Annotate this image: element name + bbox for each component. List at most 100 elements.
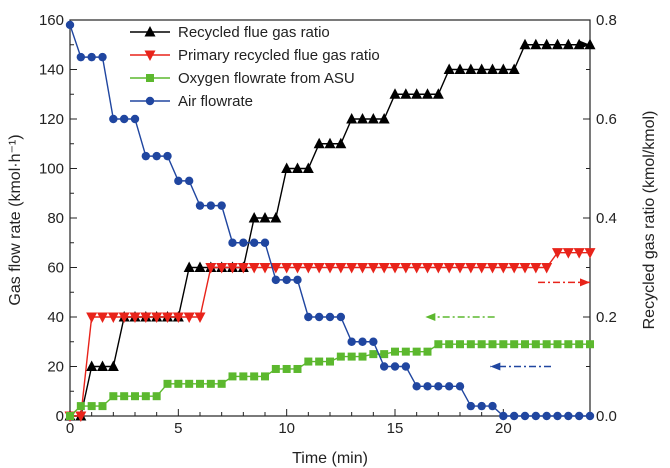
data-point bbox=[304, 357, 313, 366]
data-point bbox=[542, 411, 551, 421]
data-point bbox=[292, 162, 303, 173]
data-point bbox=[379, 362, 389, 371]
data-point bbox=[76, 52, 86, 62]
data-point bbox=[228, 372, 237, 381]
annotation-arrows bbox=[425, 40, 590, 371]
data-point bbox=[358, 337, 367, 346]
data-point bbox=[541, 263, 553, 274]
arrow-head bbox=[580, 40, 590, 49]
data-point bbox=[562, 248, 574, 259]
data-point bbox=[454, 263, 466, 274]
y-left-tick-label: 80 bbox=[47, 210, 64, 227]
data-point bbox=[411, 88, 423, 99]
data-point bbox=[400, 263, 412, 274]
data-point bbox=[564, 340, 573, 349]
data-point bbox=[174, 176, 183, 186]
data-point bbox=[205, 263, 217, 274]
data-point bbox=[542, 340, 551, 349]
data-point bbox=[324, 263, 336, 274]
data-point bbox=[401, 362, 411, 371]
data-point bbox=[119, 114, 129, 124]
data-point bbox=[183, 261, 195, 272]
data-point bbox=[194, 261, 206, 272]
data-point bbox=[282, 364, 291, 373]
data-point bbox=[357, 263, 368, 274]
data-point bbox=[488, 401, 497, 411]
data-point bbox=[281, 162, 293, 173]
data-point bbox=[97, 360, 108, 371]
data-point bbox=[510, 340, 519, 349]
y-right-tick-label: 0.0 bbox=[596, 408, 617, 425]
data-point bbox=[217, 379, 226, 388]
data-point bbox=[412, 347, 421, 356]
data-point bbox=[497, 263, 509, 274]
data-point bbox=[239, 238, 248, 247]
data-point bbox=[75, 411, 87, 422]
data-point bbox=[185, 379, 194, 388]
data-point bbox=[564, 411, 573, 421]
data-point bbox=[456, 340, 464, 349]
data-point bbox=[499, 340, 508, 349]
series-line bbox=[69, 343, 590, 417]
data-point bbox=[358, 352, 367, 361]
annotation-arrow bbox=[538, 278, 590, 287]
data-point bbox=[163, 379, 172, 388]
data-point bbox=[443, 63, 455, 74]
data-point bbox=[423, 382, 432, 391]
data-point bbox=[250, 372, 259, 381]
data-point bbox=[521, 340, 529, 349]
data-point bbox=[455, 382, 465, 391]
y-right-axis-title: Recycled gas ratio (kmol/kmol) bbox=[641, 111, 658, 330]
data-point bbox=[194, 312, 206, 323]
legend-entry: Oxygen flowrate from ASU bbox=[130, 70, 355, 87]
data-point bbox=[141, 151, 151, 161]
data-point bbox=[271, 275, 281, 285]
data-point bbox=[477, 340, 486, 349]
x-tick-label: 10 bbox=[278, 420, 295, 437]
data-point bbox=[519, 38, 531, 50]
data-point bbox=[336, 352, 345, 361]
data-point bbox=[162, 312, 173, 323]
data-point bbox=[434, 340, 443, 349]
arrow-head bbox=[425, 313, 436, 321]
data-point bbox=[259, 212, 271, 223]
data-point bbox=[293, 275, 302, 285]
data-point bbox=[378, 113, 390, 124]
data-point bbox=[508, 263, 520, 274]
data-point bbox=[432, 88, 444, 99]
data-point bbox=[573, 248, 585, 259]
data-point bbox=[476, 63, 488, 74]
data-point bbox=[302, 162, 314, 173]
data-point bbox=[336, 312, 346, 322]
data-point bbox=[445, 340, 454, 349]
data-point bbox=[183, 312, 195, 323]
data-point bbox=[184, 176, 194, 186]
y-left-tick-label: 160 bbox=[39, 12, 64, 29]
data-point bbox=[519, 263, 531, 274]
series-primary-recycled-flue-gas-ratio bbox=[64, 248, 596, 422]
arrow-head bbox=[580, 278, 590, 287]
data-point bbox=[497, 63, 509, 74]
data-point bbox=[87, 52, 96, 62]
data-point bbox=[206, 379, 215, 388]
data-point bbox=[531, 411, 541, 421]
data-point bbox=[586, 340, 594, 349]
x-tick-label: 0 bbox=[66, 420, 74, 437]
data-point bbox=[390, 362, 400, 371]
data-point bbox=[141, 392, 150, 401]
y-left-tick-label: 140 bbox=[39, 62, 64, 79]
data-point bbox=[140, 312, 152, 323]
data-point bbox=[411, 263, 423, 274]
data-point bbox=[131, 392, 139, 401]
y-left-axis-title: Gas flow rate (kmol·h⁻¹) bbox=[7, 134, 24, 305]
data-point bbox=[389, 263, 401, 274]
data-point bbox=[466, 340, 475, 349]
data-point bbox=[488, 340, 497, 349]
legend-label: Recycled flue gas ratio bbox=[178, 24, 330, 41]
data-point bbox=[109, 114, 118, 124]
y-left-tick-label: 100 bbox=[39, 161, 64, 178]
data-point bbox=[282, 275, 291, 285]
data-point bbox=[389, 88, 401, 99]
data-point bbox=[109, 392, 118, 401]
